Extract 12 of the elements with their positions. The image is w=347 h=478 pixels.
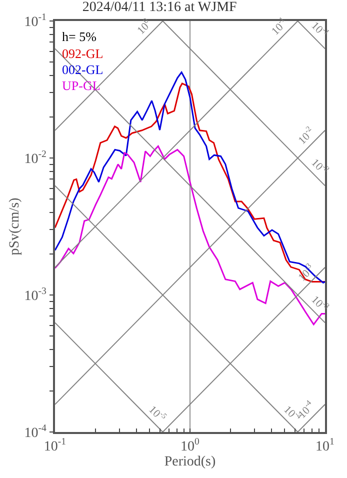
y-tick-label: 10$^{-2}$ (24, 149, 47, 167)
y-tick-label: 10$^{-1}$ (24, 12, 47, 30)
annotation: h= 5% (62, 29, 97, 44)
x-tick-label: 10$^{1}$ (316, 436, 335, 455)
text: 002-GL (62, 62, 104, 77)
x-tick-label: 10$^{0}$ (180, 436, 200, 455)
x-axis-title: Period(s) (164, 454, 216, 470)
y-axis-title: pSv(cm/s) (7, 197, 22, 256)
chart-title: 2024/04/11 13:16 at WJMF (82, 0, 238, 15)
y-tick-label: 10$^{-3}$ (24, 286, 47, 304)
text: 092-GL (62, 46, 104, 61)
text: UP-GL (62, 78, 100, 93)
